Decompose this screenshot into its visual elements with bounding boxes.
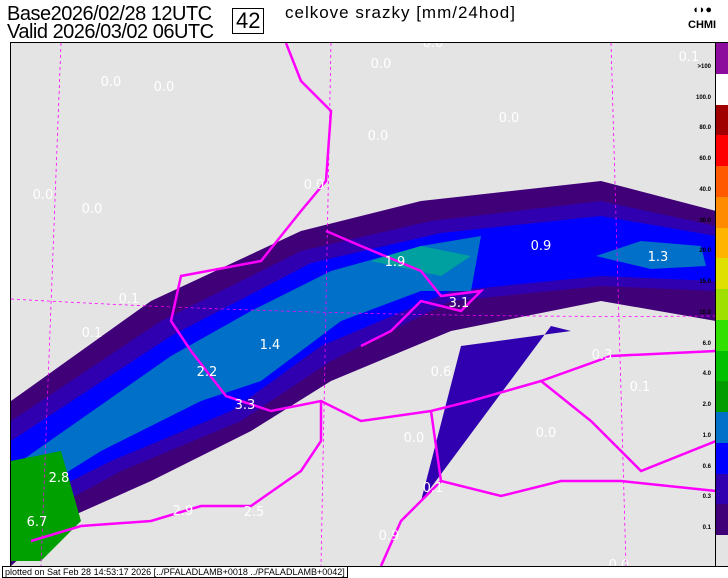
map-value-label: 0.0 <box>536 426 557 441</box>
map-value-label: 2.8 <box>49 471 70 486</box>
map-value-label: 0.1 <box>679 50 700 65</box>
base-time-value: 2026/02/28 12UTC <box>50 3 213 25</box>
map-value-label: 0.0 <box>82 202 103 217</box>
legend-label: 4.0 <box>702 371 711 378</box>
map-value-label: 1.4 <box>260 338 281 353</box>
band-2.0 <box>11 451 81 561</box>
legend-label: >100 <box>697 63 711 70</box>
map-value-label: 0.1 <box>423 481 444 496</box>
map-value-label: 1.9 <box>385 255 406 270</box>
map-value-label: 0.6 <box>431 365 452 380</box>
legend-label: 80.0 <box>699 125 711 132</box>
legend-swatch <box>716 442 728 474</box>
band-1.0-east <box>596 241 706 269</box>
valid-time-value: 2026/03/02 06UTC <box>52 21 215 43</box>
legend-swatch <box>716 535 728 566</box>
legend-swatch <box>716 196 728 228</box>
legend-label: 6.0 <box>702 340 711 347</box>
precip-bands <box>11 181 716 566</box>
border-line <box>325 229 485 348</box>
legend-swatch <box>716 73 728 105</box>
forecast-hour-box: 42 <box>232 8 265 34</box>
legend-swatch <box>716 289 728 320</box>
border-line <box>30 401 323 543</box>
map-value-label: 0.0 <box>154 80 175 95</box>
legend-label: 100.0 <box>695 94 711 101</box>
map-value-label: 0.0 <box>371 57 392 72</box>
map-value-label: 6.7 <box>27 515 48 530</box>
legend-label: 30.0 <box>699 217 711 224</box>
legend-swatch <box>716 104 728 136</box>
legend-label: 0.3 <box>702 494 711 501</box>
map-value-label: 1.3 <box>648 250 669 265</box>
valid-time: Valid 2026/03/02 06UTC <box>7 22 214 42</box>
border-line <box>169 43 716 423</box>
legend-swatch <box>716 135 728 166</box>
legend-swatch <box>716 258 728 289</box>
footer-plot-info: plotted on Sat Feb 28 14:53:17 2026 [../… <box>2 566 348 578</box>
map-value-label: 0.0 <box>33 188 54 203</box>
border-line <box>379 480 442 566</box>
legend-label: 0.1 <box>702 525 711 532</box>
map-title: celkove srazky [mm/24hod] <box>285 3 516 22</box>
map-value-label: 2.2 <box>197 365 218 380</box>
legend-label: 1.0 <box>702 432 711 439</box>
map-value-label: 0.0 <box>404 431 425 446</box>
band-streak <box>421 326 571 501</box>
map-value-label: 0.0 <box>499 111 520 126</box>
base-time: Base2026/02/28 12UTC <box>7 4 212 24</box>
legend-swatch <box>716 381 728 412</box>
legend-label: 60.0 <box>699 156 711 163</box>
precipitation-map: 0.0 0.0 0.0 0.1 0.0 0.0 0.0 0.0 0.0 0.0 1.9 0.9 1.3 0… <box>10 42 717 567</box>
legend-swatch <box>716 319 728 351</box>
map-value-label: 0.0 <box>609 558 630 567</box>
legend-swatch <box>716 166 728 197</box>
color-legend <box>715 42 728 567</box>
legend-swatch <box>716 43 728 74</box>
map-value-label: 0.0 <box>423 42 444 51</box>
border-line <box>429 410 716 498</box>
legend-label: 2.0 <box>702 402 711 409</box>
band-1.0 <box>21 236 481 501</box>
map-value-label: 0.0 <box>101 75 122 90</box>
map-value-label: 0.9 <box>531 239 552 254</box>
chmi-logo: ◖◗● CHMI <box>688 3 716 33</box>
map-value-label: 0.3 <box>592 348 613 363</box>
map-value-label: 0.1 <box>119 292 140 307</box>
map-value-label: 0.1 <box>82 326 103 341</box>
band-0.3 <box>11 201 716 531</box>
legend-label: 10.0 <box>699 309 711 316</box>
logo-mark: ◖◗● <box>692 4 713 16</box>
legend-swatch <box>716 473 728 505</box>
valid-label: Valid <box>7 21 48 43</box>
band-1.9 <box>371 246 471 276</box>
map-value-label: 2.9 <box>173 504 194 519</box>
country-borders <box>30 43 716 566</box>
map-value-label: 0.9 <box>379 529 400 544</box>
legend-label: 40.0 <box>699 186 711 193</box>
map-value-label: 2.5 <box>244 505 265 520</box>
map-value-label: 0.0 <box>368 129 389 144</box>
base-label: Base <box>7 3 51 25</box>
map-value-label: 0.0 <box>304 178 325 193</box>
logo-text: CHMI <box>688 19 717 31</box>
map-value-label: 3.3 <box>235 398 256 413</box>
legend-swatch <box>716 412 728 443</box>
legend-swatch <box>716 350 728 382</box>
legend-label: 0.6 <box>702 463 711 470</box>
legend-label: 15.0 <box>699 279 711 286</box>
border-line <box>540 380 716 473</box>
legend-swatch <box>716 227 728 259</box>
legend-swatch <box>716 504 728 535</box>
map-value-label: 3.1 <box>449 296 470 311</box>
legend-label: 20.0 <box>699 248 711 255</box>
map-value-label: 0.1 <box>630 380 651 395</box>
map-value-labels: 0.0 0.0 0.0 0.1 0.0 0.0 0.0 0.0 0.0 0.0 1.9 0.9 1.3 0… <box>27 42 700 567</box>
